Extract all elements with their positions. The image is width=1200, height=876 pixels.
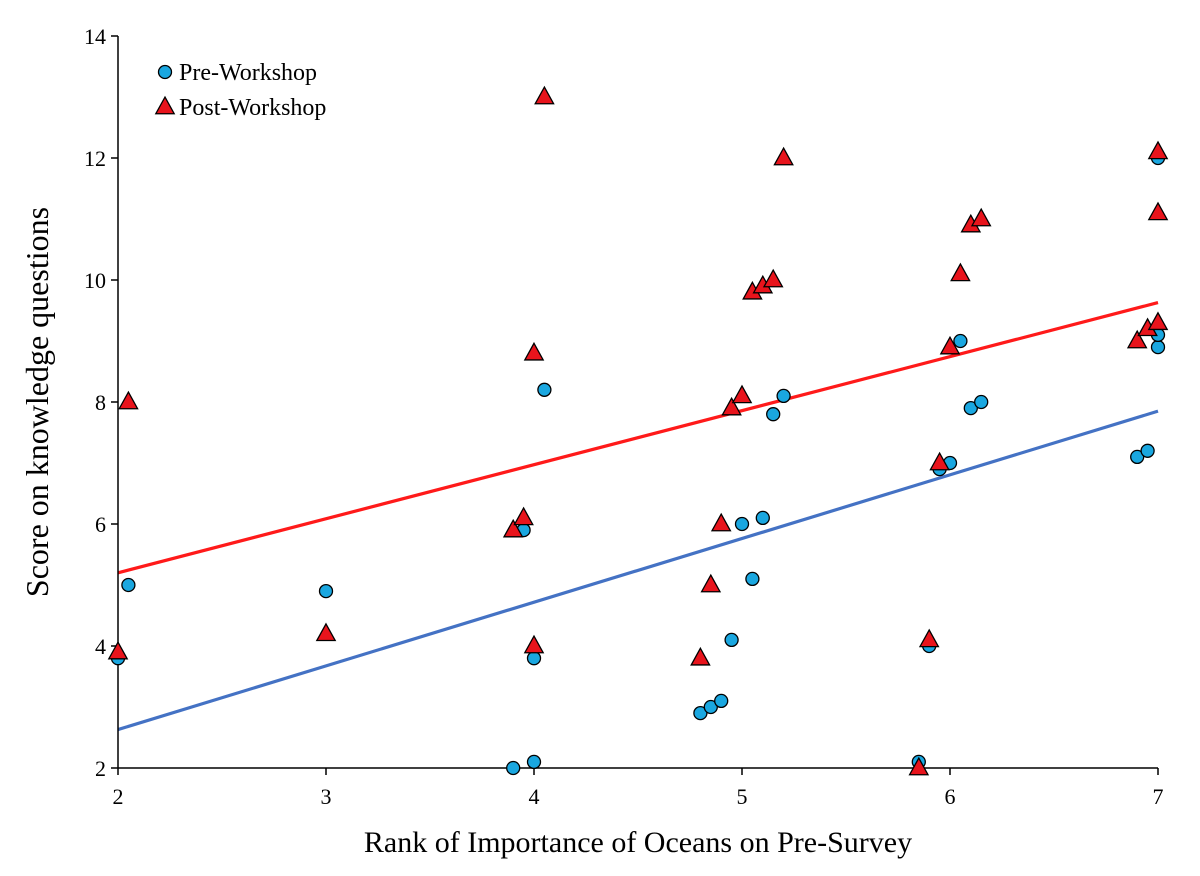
pre-workshop-point	[1130, 449, 1145, 465]
pre-workshop-point	[318, 583, 334, 599]
post-workshop-point	[950, 262, 971, 282]
post-workshop-point	[107, 640, 129, 660]
pre-workshop-point	[703, 699, 718, 715]
x-tick-label: 2	[113, 784, 124, 809]
pre-workshop-point	[537, 382, 552, 397]
y-tick-label: 10	[84, 268, 106, 293]
pre-workshop-point	[734, 516, 750, 532]
post-workshop-point	[908, 756, 930, 776]
legend-triangle-marker	[154, 95, 176, 115]
post-workshop-point	[1147, 311, 1169, 331]
post-workshop-point	[929, 451, 950, 471]
y-tick-label: 2	[95, 756, 106, 781]
pre-workshop-point	[1140, 443, 1155, 458]
pre-workshop-point	[724, 632, 739, 648]
y-tick-label: 12	[84, 146, 106, 171]
legend-circle-marker	[157, 64, 173, 80]
post-workshop-point	[939, 335, 961, 355]
y-axis-title: Score on knowledge questions	[19, 207, 55, 597]
pre-workshop-point	[766, 407, 781, 422]
pre-workshop-point	[963, 400, 978, 416]
post-workshop-point	[315, 622, 337, 642]
post-workshop-point	[523, 634, 545, 654]
post-workshop-point	[710, 512, 732, 532]
post-workshop-point	[502, 518, 524, 538]
x-tick-label: 3	[321, 784, 332, 809]
post-workshop-point	[721, 396, 742, 416]
pre-workshop-point	[755, 510, 770, 526]
post-workshop-point	[970, 207, 992, 227]
y-tick-label: 4	[95, 634, 106, 659]
pre-workshop-point	[526, 651, 542, 666]
pre-workshop-point	[693, 705, 708, 721]
post-workshop-point	[773, 146, 794, 166]
pre-workshop-point	[714, 693, 729, 709]
post-workshop-point	[690, 646, 711, 666]
legend-label: Pre-Workshop	[179, 60, 317, 86]
x-tick-label: 5	[737, 784, 748, 809]
post-workshop-point	[1147, 201, 1169, 221]
x-tick-label: 6	[945, 784, 956, 809]
pre-workshop-point	[974, 394, 989, 410]
post-workshop-point	[762, 268, 784, 288]
y-tick-label: 8	[95, 390, 106, 415]
legend-label: Post-Workshop	[179, 95, 326, 121]
pre-workshop-point	[121, 577, 136, 593]
post-workshop-point	[700, 573, 722, 593]
pre-workshop-point	[506, 760, 521, 776]
trendlines	[117, 301, 1159, 732]
post-workshop-point	[731, 384, 753, 404]
post-workshop-point	[534, 85, 555, 105]
x-axis-title: Rank of Importance of Oceans on Pre-Surv…	[364, 826, 912, 859]
y-tick-label: 14	[84, 24, 106, 49]
post-workshop-trendline	[117, 301, 1159, 575]
x-tick-label: 4	[529, 784, 540, 809]
pre-workshop-point	[1150, 339, 1166, 355]
pre-workshop-point	[745, 571, 760, 587]
pre-workshop-point	[953, 333, 968, 349]
post-workshop-point	[918, 628, 940, 648]
legend: Pre-Workshop Post-Workshop	[154, 60, 326, 121]
post-workshop-point	[513, 506, 534, 526]
pre-workshop-point	[526, 754, 542, 770]
axes	[117, 36, 1158, 769]
y-tick-label: 6	[95, 512, 106, 537]
post-workshop-point	[1126, 329, 1148, 349]
pre-workshop-point	[776, 388, 791, 404]
ticks: 2 4 6 8 10 12 14 2 3 4 5 6 7	[84, 24, 1164, 809]
x-tick-label: 7	[1153, 784, 1164, 809]
post-workshop-point	[1147, 140, 1169, 160]
pre-workshop-trendline	[117, 409, 1159, 732]
data-points	[107, 85, 1169, 776]
post-workshop-point	[523, 341, 545, 361]
post-workshop-point	[118, 390, 139, 410]
